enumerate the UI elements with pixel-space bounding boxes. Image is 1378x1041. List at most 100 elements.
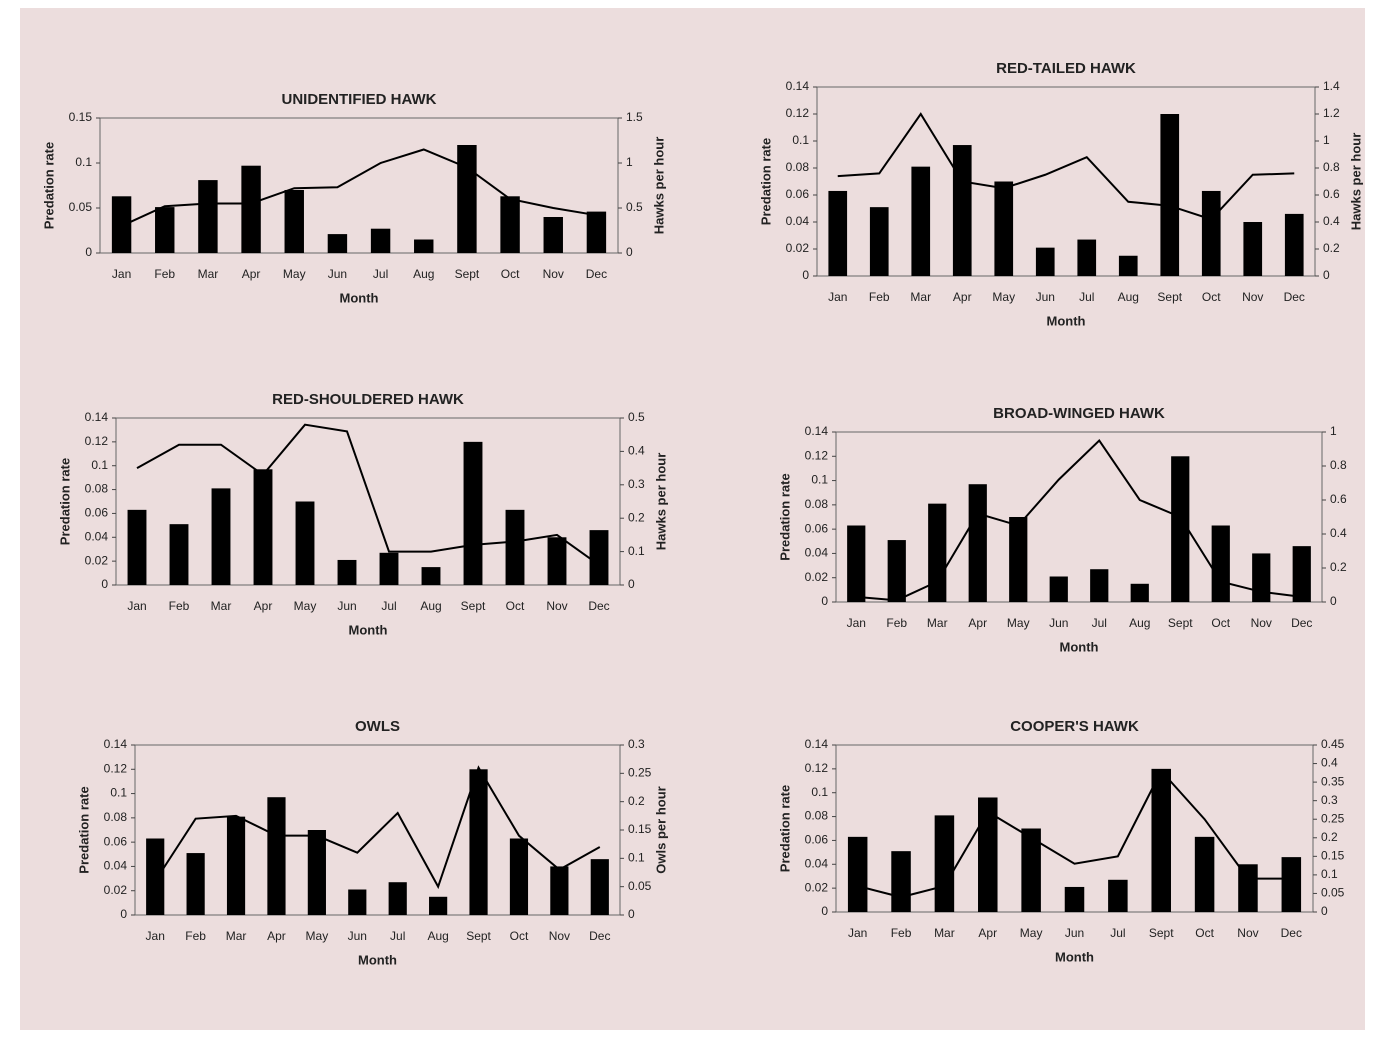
x-tick-label: Jun — [328, 267, 347, 281]
bar — [1194, 836, 1215, 912]
plot-area — [816, 86, 1316, 277]
y-tick-label: 0.02 — [104, 883, 128, 897]
bar — [253, 469, 273, 585]
line — [154, 765, 601, 890]
x-tick-label: Apr — [978, 926, 997, 940]
x-tick-label: Jun — [1049, 616, 1068, 630]
bar — [1171, 456, 1190, 602]
x-tick-label: Jul — [390, 929, 405, 943]
x-tick-label: May — [283, 267, 306, 281]
y-tick-label: 0.12 — [805, 448, 829, 462]
y2-tick-label: 0.8 — [1323, 160, 1340, 174]
y-tick-label: 0.06 — [805, 833, 829, 847]
y-tick-label: 0.05 — [69, 200, 93, 214]
y2-tick-label: 0.05 — [628, 879, 652, 893]
bar — [327, 234, 348, 253]
x-axis-title: Month — [349, 622, 388, 637]
bar — [1021, 828, 1041, 912]
x-tick-label: Jan — [828, 290, 847, 304]
bar — [994, 181, 1014, 276]
x-tick-label: Nov — [546, 599, 567, 613]
y-tick-label: 0.02 — [786, 241, 810, 255]
bar — [911, 166, 931, 276]
bar — [111, 196, 132, 253]
x-tick-label: May — [1007, 616, 1030, 630]
x-tick-label: Sept — [466, 929, 491, 943]
bar — [968, 484, 987, 602]
x-tick-label: Dec — [1281, 926, 1302, 940]
x-tick-label: Dec — [1284, 290, 1305, 304]
bar — [928, 503, 947, 602]
bar — [891, 851, 911, 912]
bar — [429, 896, 448, 915]
y-tick-label: 0.06 — [85, 506, 109, 520]
y2-axis-title: Hawks per hour — [653, 453, 668, 551]
y-tick-label: 0.02 — [805, 880, 829, 894]
bar — [847, 836, 868, 912]
y-tick-label: 0.06 — [104, 834, 128, 848]
line — [856, 438, 1302, 602]
bar — [211, 488, 231, 585]
chart-title: RED-SHOULDERED HAWK — [272, 391, 464, 408]
x-tick-label: Mar — [198, 267, 219, 281]
y2-tick-label: 0.4 — [1330, 526, 1347, 540]
chart-title: COOPER'S HAWK — [1010, 718, 1139, 735]
y2-tick-label: 0 — [628, 907, 635, 921]
bar — [1238, 864, 1258, 912]
y-tick-label: 0.14 — [85, 410, 109, 424]
y-tick-label: 0.04 — [805, 856, 829, 870]
y-tick-label: 0.02 — [805, 570, 829, 584]
x-tick-label: Nov — [1251, 616, 1272, 630]
x-tick-label: Oct — [506, 599, 525, 613]
bar — [547, 537, 567, 585]
bar — [586, 211, 607, 253]
y2-tick-label: 0.3 — [628, 737, 645, 751]
y-tick-label: 0.14 — [805, 424, 829, 438]
bar — [505, 509, 525, 585]
bar — [500, 196, 520, 253]
bar — [1292, 546, 1311, 602]
x-tick-label: Jun — [1065, 926, 1084, 940]
x-tick-label: Aug — [420, 599, 441, 613]
y-tick-label: 0.04 — [786, 214, 810, 228]
y2-tick-label: 0.45 — [1321, 737, 1345, 751]
x-tick-label: Feb — [891, 926, 912, 940]
chart-title: UNIDENTIFIED HAWK — [282, 91, 437, 108]
bar — [1284, 213, 1304, 276]
bar — [1049, 576, 1068, 602]
x-tick-label: Apr — [254, 599, 273, 613]
line — [121, 148, 597, 227]
y-tick-label: 0 — [821, 904, 828, 918]
bar — [1035, 247, 1055, 276]
x-axis-title: Month — [1060, 639, 1099, 654]
x-tick-label: Jan — [127, 599, 146, 613]
y2-tick-label: 0 — [1330, 594, 1337, 608]
y2-tick-label: 0.15 — [628, 822, 652, 836]
x-tick-label: Aug — [1129, 616, 1150, 630]
x-tick-label: Feb — [185, 929, 206, 943]
y2-tick-label: 0.25 — [1321, 811, 1345, 825]
line — [136, 423, 600, 566]
y-tick-label: 0.14 — [104, 737, 128, 751]
x-tick-label: May — [992, 290, 1015, 304]
y2-tick-label: 0 — [1321, 904, 1328, 918]
y2-tick-label: 0.2 — [628, 510, 645, 524]
y2-axis-title: Hawks per hour — [1348, 133, 1363, 231]
x-tick-label: Jun — [337, 599, 356, 613]
bar — [952, 145, 972, 276]
y-tick-label: 0.08 — [805, 809, 829, 823]
y-tick-label: 0.04 — [85, 529, 109, 543]
y2-axis-title: Owls per hour — [653, 786, 668, 873]
y-tick-label: 0.14 — [786, 79, 810, 93]
y-tick-label: 0.08 — [85, 482, 109, 496]
bar — [469, 769, 488, 915]
bar — [1281, 857, 1302, 912]
x-axis-title: Month — [1047, 313, 1086, 328]
y-axis-title: Predation rate — [76, 786, 91, 873]
y-tick-label: 0.08 — [104, 810, 128, 824]
bar — [550, 866, 569, 915]
y2-tick-label: 0.1 — [628, 544, 645, 558]
chart-title: BROAD-WINGED HAWK — [993, 405, 1165, 422]
x-tick-label: Apr — [242, 267, 261, 281]
